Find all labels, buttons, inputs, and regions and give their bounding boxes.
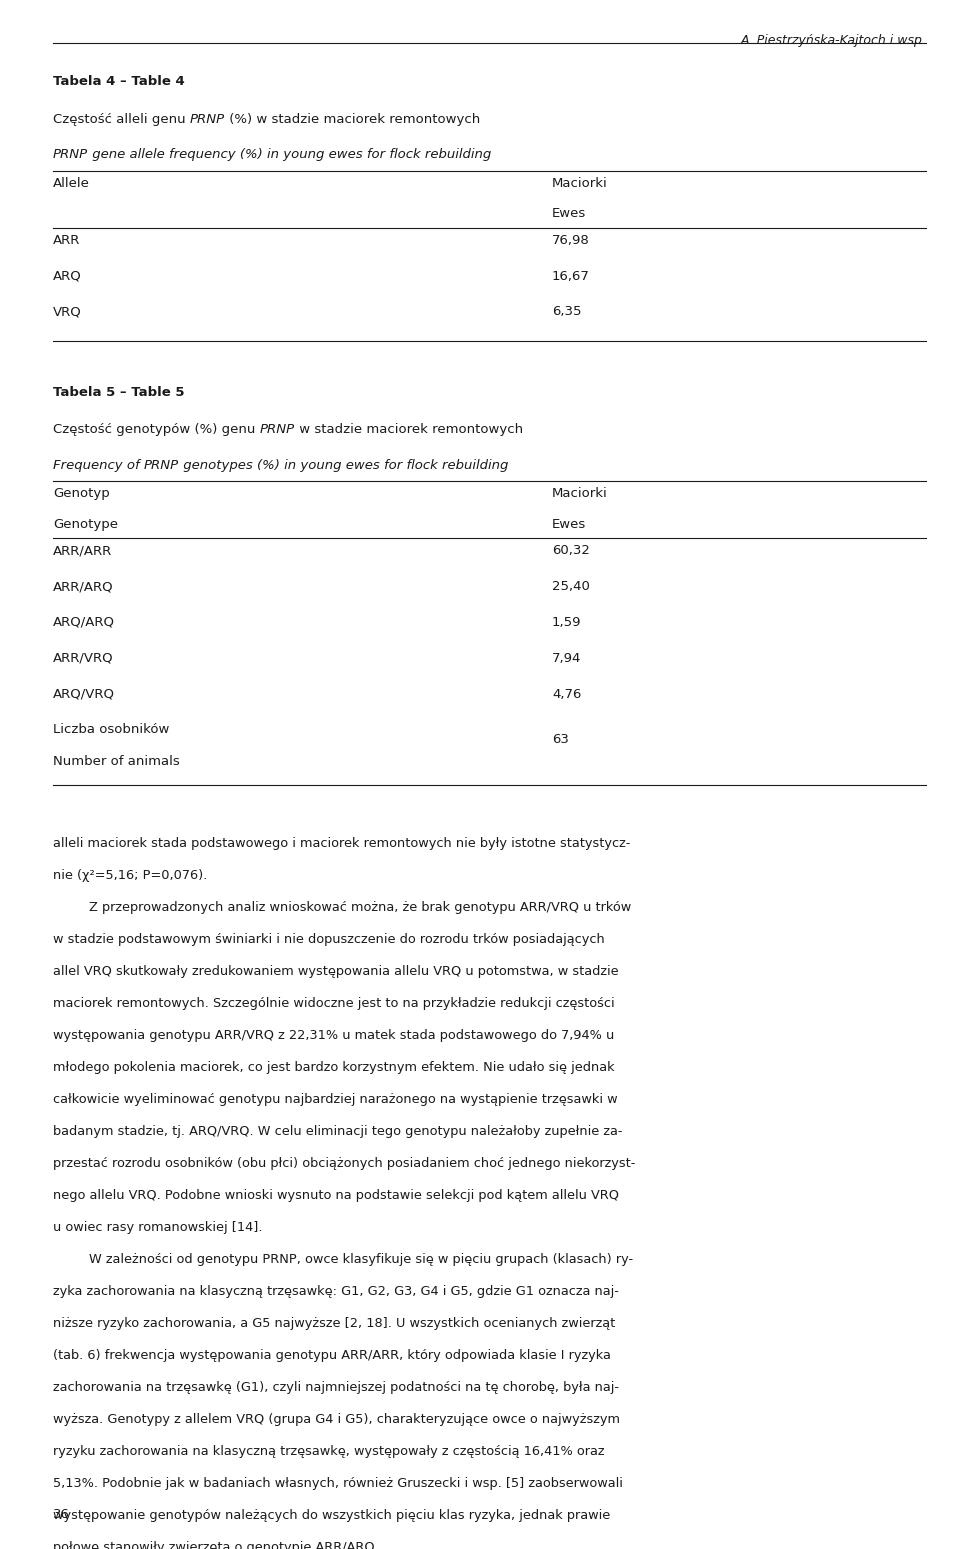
Text: 60,32: 60,32	[552, 544, 589, 558]
Text: 25,40: 25,40	[552, 581, 589, 593]
Text: Tabela 4 – Table 4: Tabela 4 – Table 4	[53, 76, 184, 88]
Text: występowania genotypu ARR/VRQ z 22,31% u matek stada podstawowego do 7,94% u: występowania genotypu ARR/VRQ z 22,31% u…	[53, 1030, 614, 1042]
Text: allel VRQ skutkowały zredukowaniem występowania allelu VRQ u potomstwa, w stadzi: allel VRQ skutkowały zredukowaniem wystę…	[53, 965, 618, 979]
Text: Liczba osobników: Liczba osobników	[53, 723, 169, 736]
Text: ARR/VRQ: ARR/VRQ	[53, 652, 113, 665]
Text: 63: 63	[552, 733, 569, 747]
Text: 1,59: 1,59	[552, 617, 582, 629]
Text: ARQ/VRQ: ARQ/VRQ	[53, 688, 115, 700]
Text: badanym stadzie, tj. ARQ/VRQ. W celu eliminacji tego genotypu należałoby zupełni: badanym stadzie, tj. ARQ/VRQ. W celu eli…	[53, 1125, 622, 1139]
Text: występowanie genotypów należących do wszystkich pięciu klas ryzyka, jednak prawi: występowanie genotypów należących do wsz…	[53, 1509, 610, 1523]
Text: Frequency of: Frequency of	[53, 459, 144, 472]
Text: (%) w stadzie maciorek remontowych: (%) w stadzie maciorek remontowych	[225, 113, 480, 125]
Text: W zależności od genotypu PRNP, owce klasyfikuje się w pięciu grupach (klasach) r: W zależności od genotypu PRNP, owce klas…	[89, 1253, 634, 1266]
Text: nie (χ²=5,16; P=0,076).: nie (χ²=5,16; P=0,076).	[53, 869, 207, 883]
Text: całkowicie wyeliminować genotypu najbardziej narażonego na wystąpienie trzęsawki: całkowicie wyeliminować genotypu najbard…	[53, 1094, 617, 1106]
Text: Ewes: Ewes	[552, 517, 587, 531]
Text: zyka zachorowania na klasyczną trzęsawkę: G1, G2, G3, G4 i G5, gdzie G1 oznacza : zyka zachorowania na klasyczną trzęsawkę…	[53, 1286, 618, 1298]
Text: w stadzie maciorek remontowych: w stadzie maciorek remontowych	[295, 423, 522, 437]
Text: 4,76: 4,76	[552, 688, 582, 700]
Text: PRNP: PRNP	[259, 423, 295, 437]
Text: 6,35: 6,35	[552, 305, 582, 319]
Text: gene allele frequency (%) in young ewes for flock rebuilding: gene allele frequency (%) in young ewes …	[88, 149, 492, 161]
Text: A. Piestrzyńska-Kajtoch i wsp.: A. Piestrzyńska-Kajtoch i wsp.	[740, 34, 926, 46]
Text: młodego pokolenia maciorek, co jest bardzo korzystnym efektem. Nie udało się jed: młodego pokolenia maciorek, co jest bard…	[53, 1061, 614, 1075]
Text: Z przeprowadzonych analiz wnioskować można, że brak genotypu ARR/VRQ u trków: Z przeprowadzonych analiz wnioskować moż…	[89, 902, 632, 914]
Text: genotypes (%) in young ewes for flock rebuilding: genotypes (%) in young ewes for flock re…	[179, 459, 508, 472]
Text: niższe ryzyko zachorowania, a G5 najwyższe [2, 18]. U wszystkich ocenianych zwie: niższe ryzyko zachorowania, a G5 najwyżs…	[53, 1317, 615, 1331]
Text: przestać rozrodu osobników (obu płci) obciążonych posiadaniem choć jednego nieko: przestać rozrodu osobników (obu płci) ob…	[53, 1157, 636, 1171]
Text: w stadzie podstawowym świniarki i nie dopuszczenie do rozrodu trków posiadającyc: w stadzie podstawowym świniarki i nie do…	[53, 934, 605, 946]
Text: ARQ/ARQ: ARQ/ARQ	[53, 617, 115, 629]
Text: Częstość genotypów (%) genu: Częstość genotypów (%) genu	[53, 423, 259, 437]
Text: wyższa. Genotypy z allelem VRQ (grupa G4 i G5), charakteryzujące owce o najwyższ: wyższa. Genotypy z allelem VRQ (grupa G4…	[53, 1413, 620, 1427]
Text: alleli maciorek stada podstawowego i maciorek remontowych nie były istotne staty: alleli maciorek stada podstawowego i mac…	[53, 838, 630, 850]
Text: Number of animals: Number of animals	[53, 754, 180, 768]
Text: PRNP: PRNP	[190, 113, 225, 125]
Text: 36: 36	[53, 1509, 70, 1521]
Text: VRQ: VRQ	[53, 305, 82, 319]
Text: Maciorki: Maciorki	[552, 177, 608, 189]
Text: maciorek remontowych. Szczególnie widoczne jest to na przykładzie redukcji częst: maciorek remontowych. Szczególnie widocz…	[53, 998, 614, 1010]
Text: PRNP: PRNP	[144, 459, 179, 472]
Text: zachorowania na trzęsawkę (G1), czyli najmniejszej podatności na tę chorobę, był: zachorowania na trzęsawkę (G1), czyli na…	[53, 1382, 619, 1394]
Text: (tab. 6) frekwencja występowania genotypu ARR/ARR, który odpowiada klasie I ryzy: (tab. 6) frekwencja występowania genotyp…	[53, 1349, 611, 1362]
Text: Allele: Allele	[53, 177, 89, 189]
Text: ARR/ARR: ARR/ARR	[53, 544, 112, 558]
Text: PRNP: PRNP	[53, 149, 88, 161]
Text: ryzyku zachorowania na klasyczną trzęsawkę, występowały z częstością 16,41% oraz: ryzyku zachorowania na klasyczną trzęsaw…	[53, 1445, 604, 1458]
Text: Tabela 5 – Table 5: Tabela 5 – Table 5	[53, 386, 184, 398]
Text: 7,94: 7,94	[552, 652, 582, 665]
Text: 16,67: 16,67	[552, 270, 589, 283]
Text: Częstość alleli genu: Częstość alleli genu	[53, 113, 190, 125]
Text: Ewes: Ewes	[552, 208, 587, 220]
Text: 76,98: 76,98	[552, 234, 589, 246]
Text: 5,13%. Podobnie jak w badaniach własnych, również Gruszecki i wsp. [5] zaobserwo: 5,13%. Podobnie jak w badaniach własnych…	[53, 1478, 623, 1490]
Text: ARR: ARR	[53, 234, 81, 246]
Text: Genotyp: Genotyp	[53, 486, 109, 500]
Text: Maciorki: Maciorki	[552, 486, 608, 500]
Text: nego allelu VRQ. Podobne wnioski wysnuto na podstawie selekcji pod kątem allelu : nego allelu VRQ. Podobne wnioski wysnuto…	[53, 1190, 619, 1202]
Text: połowę stanowiły zwierzęta o genotypie ARR/ARQ.: połowę stanowiły zwierzęta o genotypie A…	[53, 1541, 378, 1549]
Text: ARQ: ARQ	[53, 270, 82, 283]
Text: Genotype: Genotype	[53, 517, 118, 531]
Text: u owiec rasy romanowskiej [14].: u owiec rasy romanowskiej [14].	[53, 1221, 262, 1235]
Text: ARR/ARQ: ARR/ARQ	[53, 581, 113, 593]
